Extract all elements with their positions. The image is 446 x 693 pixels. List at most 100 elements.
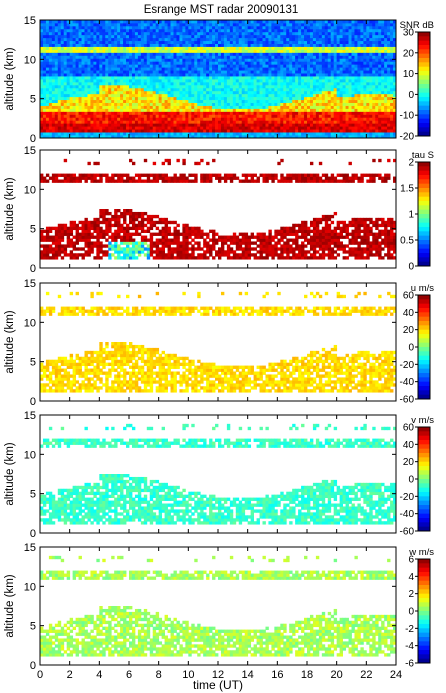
heatmap-cell (96, 37, 100, 42)
heatmap-cell (372, 102, 376, 106)
heatmap-cell (203, 70, 207, 74)
heatmap-cell (158, 117, 163, 121)
heatmap-cell (54, 25, 59, 30)
heatmap-cell (42, 179, 47, 183)
heatmap-cell (42, 108, 47, 112)
heatmap-cell (327, 90, 332, 95)
heatmap-cell (265, 81, 269, 86)
heatmap-cell (143, 37, 148, 42)
heatmap-cell (108, 52, 112, 56)
heatmap-cell (75, 34, 79, 39)
heatmap-cell (369, 87, 373, 92)
heatmap-cell (40, 90, 44, 95)
heatmap-cell (289, 55, 293, 59)
heatmap-cell (387, 135, 391, 139)
heatmap-cell (378, 132, 382, 136)
heatmap-cell (42, 229, 47, 233)
heatmap-cell (363, 87, 367, 92)
heatmap-cell (298, 43, 302, 47)
heatmap-cell (327, 79, 332, 83)
heatmap-cell (170, 73, 174, 77)
heatmap-cell (152, 22, 157, 27)
heatmap-cell (194, 117, 198, 121)
heatmap-cell (126, 120, 130, 124)
heatmap-cell (336, 114, 341, 118)
heatmap-cell (309, 31, 314, 36)
heatmap-cell (209, 81, 213, 86)
heatmap-cell (182, 120, 186, 124)
heatmap-cell (387, 111, 391, 115)
heatmap-cell (280, 99, 284, 103)
heatmap-cell (324, 46, 329, 50)
heatmap-cell (129, 70, 133, 74)
heatmap-cell (226, 90, 231, 95)
heatmap-cell (93, 46, 97, 50)
heatmap-cell (366, 52, 370, 56)
heatmap-cell (185, 126, 189, 130)
heatmap-cell (126, 111, 130, 115)
heatmap-cell (348, 22, 352, 27)
heatmap-cell (250, 70, 254, 74)
heatmap-cell (292, 40, 296, 44)
heatmap-cell (229, 90, 234, 95)
heatmap-cell (292, 93, 296, 98)
heatmap-cell (152, 120, 157, 124)
heatmap-cell (298, 102, 302, 106)
heatmap-cell (114, 102, 118, 106)
heatmap-cell (78, 81, 82, 86)
heatmap-cell (69, 108, 74, 112)
heatmap-cell (304, 108, 308, 112)
heatmap-cell (111, 123, 115, 127)
heatmap-cell (250, 132, 254, 136)
heatmap-cell (318, 31, 323, 36)
heatmap-cell (235, 108, 240, 112)
heatmap-cell (339, 129, 343, 133)
heatmap-cell (277, 22, 281, 27)
heatmap-cell (390, 28, 394, 33)
heatmap-cell (120, 76, 124, 80)
heatmap-cell (117, 28, 121, 33)
heatmap-cell (301, 43, 305, 47)
heatmap-cell (315, 102, 320, 106)
heatmap-cell (152, 28, 157, 33)
heatmap-cell (99, 84, 103, 89)
heatmap-cell (66, 135, 71, 139)
heatmap-cell (241, 73, 246, 77)
heatmap-cell (114, 90, 118, 95)
heatmap-cell (63, 135, 68, 139)
heatmap-cell (176, 43, 180, 47)
colorbar-swatch (418, 49, 430, 55)
heatmap-cell (75, 20, 79, 24)
heatmap-cell (84, 123, 88, 127)
heatmap-cell (390, 20, 394, 24)
heatmap-cell (336, 81, 341, 86)
heatmap-cell (307, 87, 311, 92)
heatmap-cell (384, 99, 388, 103)
heatmap-cell (259, 49, 263, 53)
heatmap-cell (60, 96, 65, 101)
heatmap-cell (129, 132, 133, 136)
heatmap-cell (149, 93, 154, 98)
heatmap-cell (336, 76, 341, 80)
heatmap-cell (179, 111, 183, 115)
heatmap-cell (301, 87, 305, 92)
heatmap-cell (90, 102, 94, 106)
heatmap-cell (215, 28, 219, 33)
heatmap-cell (271, 76, 275, 80)
colorbar-swatch (418, 53, 430, 59)
heatmap-cell (170, 79, 174, 83)
heatmap-cell (298, 70, 302, 74)
heatmap-cell (75, 99, 79, 103)
heatmap-cell (191, 129, 195, 133)
heatmap-cell (200, 40, 204, 44)
heatmap-cell (387, 87, 391, 92)
heatmap-cell (105, 111, 109, 115)
heatmap-cell (149, 49, 154, 53)
heatmap-cell (117, 37, 121, 42)
heatmap-cell (170, 40, 174, 44)
heatmap-cell (321, 123, 326, 127)
heatmap-cell (274, 93, 278, 98)
heatmap-cell (232, 22, 237, 27)
heatmap-cell (129, 117, 133, 121)
heatmap-cell (75, 43, 79, 47)
